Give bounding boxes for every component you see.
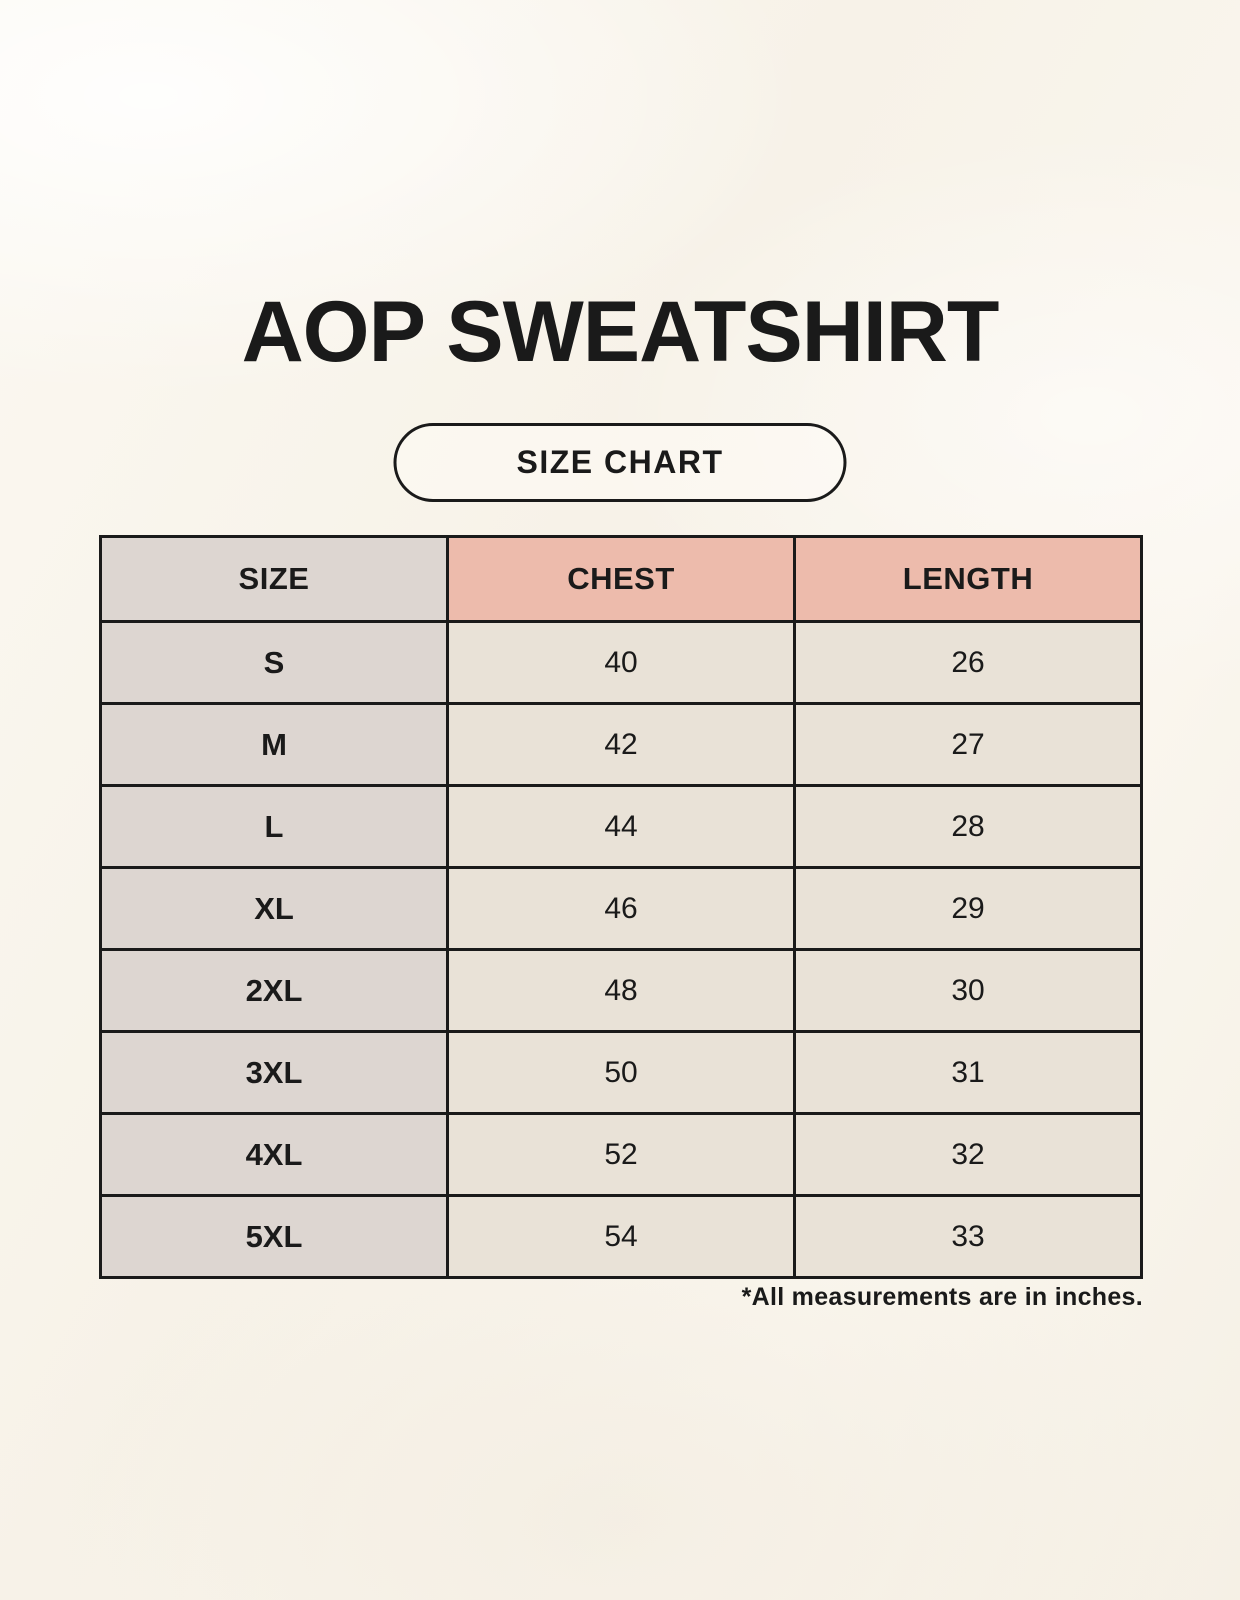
column-header-size: SIZE [99,535,449,623]
column-header-length: LENGTH [793,535,1143,623]
size-cell: S [99,620,449,705]
table-row: XL 46 29 [99,866,1143,951]
measurement-cell: 29 [793,866,1143,951]
size-cell: 2XL [99,948,449,1033]
table-row: S 40 26 [99,620,1143,705]
size-chart-badge-label: SIZE CHART [516,444,724,480]
measurement-cell: 30 [793,948,1143,1033]
column-header-chest: CHEST [446,535,796,623]
measurement-cell: 27 [793,702,1143,787]
size-cell: 4XL [99,1112,449,1197]
page-title: AOP SWEATSHIRT [241,284,1000,380]
measurements-footnote: *All measurements are in inches. [741,1283,1143,1311]
size-table-body: S 40 26 M 42 27 L 44 28 XL 46 29 2XL 48 30 3XL 50 31 4XL 52… [99,620,1143,1279]
size-cell: L [99,784,449,869]
table-header-row: SIZE CHEST LENGTH [99,535,1143,623]
measurement-cell: 50 [446,1030,796,1115]
table-row: 4XL 52 32 [99,1112,1143,1197]
table-row: L 44 28 [99,784,1143,869]
table-row: 5XL 54 33 [99,1194,1143,1279]
size-cell: XL [99,866,449,951]
measurement-cell: 52 [446,1112,796,1197]
measurement-cell: 31 [793,1030,1143,1115]
measurement-cell: 48 [446,948,796,1033]
size-cell: 5XL [99,1194,449,1279]
measurement-cell: 28 [793,784,1143,869]
measurement-cell: 42 [446,702,796,787]
measurement-cell: 54 [446,1194,796,1279]
measurement-cell: 46 [446,866,796,951]
table-row: M 42 27 [99,702,1143,787]
measurement-cell: 32 [793,1112,1143,1197]
size-table-container: SIZE CHEST LENGTH S 40 26 M 42 27 L 44 28 XL 46 29 2XL… [99,535,1143,1279]
table-row: 2XL 48 30 [99,948,1143,1033]
measurement-cell: 40 [446,620,796,705]
measurement-cell: 44 [446,784,796,869]
measurement-cell: 33 [793,1194,1143,1279]
size-cell: 3XL [99,1030,449,1115]
size-cell: M [99,702,449,787]
table-row: 3XL 50 31 [99,1030,1143,1115]
size-chart-badge: SIZE CHART [393,423,847,502]
size-chart-table: SIZE CHEST LENGTH S 40 26 M 42 27 L 44 28 XL 46 29 2XL… [99,535,1143,1279]
measurement-cell: 26 [793,620,1143,705]
